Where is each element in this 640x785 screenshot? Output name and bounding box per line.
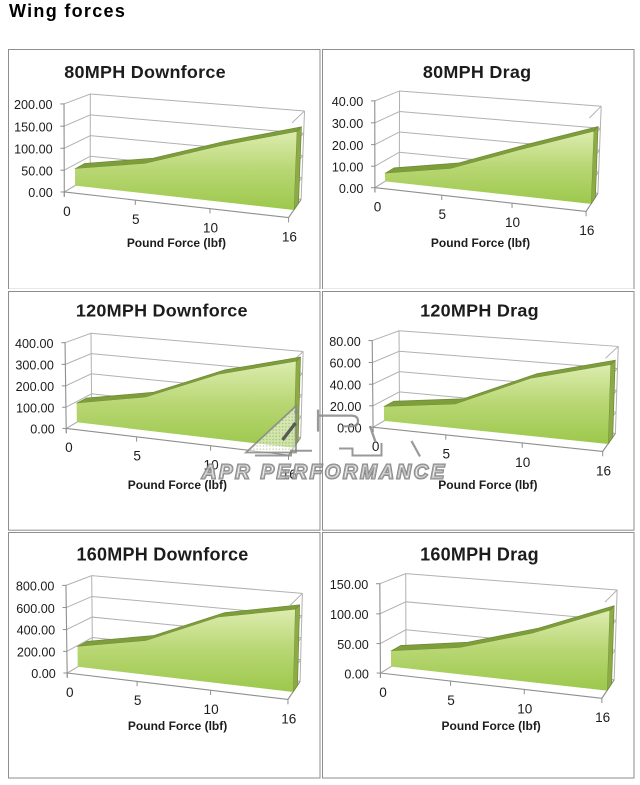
svg-text:50.00: 50.00 — [337, 638, 369, 652]
svg-text:200.00: 200.00 — [16, 380, 54, 394]
svg-text:0.00: 0.00 — [30, 423, 54, 437]
svg-text:0: 0 — [63, 203, 71, 218]
svg-text:10: 10 — [204, 458, 220, 473]
svg-text:20.00: 20.00 — [330, 400, 361, 414]
svg-text:150.00: 150.00 — [14, 120, 52, 134]
svg-text:5: 5 — [438, 207, 446, 222]
svg-text:0.00: 0.00 — [339, 181, 363, 195]
svg-text:10: 10 — [204, 702, 220, 717]
svg-text:160MPH Drag: 160MPH Drag — [420, 545, 539, 565]
svg-text:16: 16 — [282, 229, 297, 244]
svg-text:160MPH Downforce: 160MPH Downforce — [76, 545, 248, 565]
svg-text:Pound Force (lbf): Pound Force (lbf) — [431, 235, 530, 249]
svg-text:16: 16 — [595, 710, 610, 725]
svg-text:120MPH Drag: 120MPH Drag — [420, 300, 539, 320]
svg-text:0: 0 — [65, 440, 73, 455]
svg-text:16: 16 — [579, 223, 594, 238]
svg-text:10: 10 — [203, 220, 219, 235]
svg-text:5: 5 — [447, 693, 455, 708]
svg-text:0.00: 0.00 — [31, 668, 56, 682]
svg-text:Pound Force (lbf): Pound Force (lbf) — [127, 235, 226, 249]
svg-text:300.00: 300.00 — [15, 359, 53, 373]
svg-text:0.00: 0.00 — [344, 668, 369, 682]
svg-text:150.00: 150.00 — [330, 578, 369, 592]
svg-text:16: 16 — [281, 712, 296, 727]
svg-text:16: 16 — [596, 463, 611, 478]
svg-text:10: 10 — [505, 215, 521, 230]
svg-text:10: 10 — [517, 702, 533, 717]
svg-text:5: 5 — [132, 211, 140, 226]
svg-text:200.00: 200.00 — [14, 98, 52, 112]
svg-text:10.00: 10.00 — [332, 160, 363, 174]
svg-text:40.00: 40.00 — [332, 95, 363, 109]
svg-text:80MPH Downforce: 80MPH Downforce — [64, 62, 226, 82]
svg-text:120MPH Downforce: 120MPH Downforce — [76, 300, 248, 320]
svg-text:0.00: 0.00 — [28, 186, 52, 200]
svg-text:800.00: 800.00 — [16, 580, 55, 594]
svg-text:16: 16 — [282, 467, 297, 482]
svg-text:0: 0 — [379, 685, 387, 700]
svg-text:Pound Force (lbf): Pound Force (lbf) — [438, 478, 537, 492]
svg-text:80MPH Drag: 80MPH Drag — [423, 62, 531, 82]
svg-text:5: 5 — [443, 447, 451, 462]
svg-text:0.00: 0.00 — [337, 421, 361, 435]
svg-text:10: 10 — [515, 455, 531, 470]
svg-text:400.00: 400.00 — [17, 624, 56, 638]
svg-text:0: 0 — [374, 199, 382, 214]
svg-text:400.00: 400.00 — [15, 337, 53, 351]
svg-text:60.00: 60.00 — [329, 357, 360, 371]
svg-text:0: 0 — [66, 685, 74, 700]
svg-text:Pound Force (lbf): Pound Force (lbf) — [128, 478, 227, 492]
svg-text:100.00: 100.00 — [14, 142, 52, 156]
svg-text:0: 0 — [372, 439, 380, 454]
svg-text:Pound Force (lbf): Pound Force (lbf) — [128, 719, 227, 733]
svg-text:80.00: 80.00 — [329, 335, 360, 349]
svg-text:100.00: 100.00 — [330, 608, 369, 622]
svg-text:600.00: 600.00 — [16, 602, 55, 616]
svg-text:5: 5 — [134, 693, 142, 708]
svg-text:200.00: 200.00 — [17, 646, 56, 660]
svg-text:5: 5 — [133, 449, 141, 464]
svg-text:30.00: 30.00 — [332, 117, 363, 131]
svg-text:20.00: 20.00 — [332, 138, 363, 152]
svg-text:40.00: 40.00 — [330, 378, 361, 392]
svg-text:100.00: 100.00 — [16, 401, 54, 415]
svg-text:Pound Force (lbf): Pound Force (lbf) — [441, 719, 540, 733]
svg-text:50.00: 50.00 — [21, 164, 52, 178]
